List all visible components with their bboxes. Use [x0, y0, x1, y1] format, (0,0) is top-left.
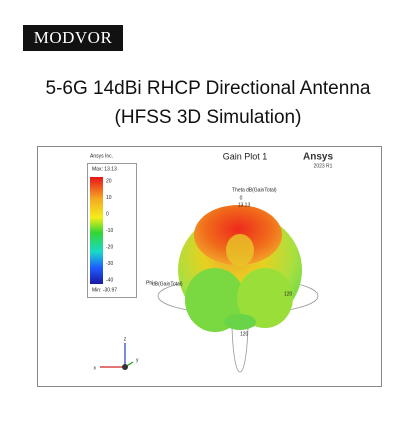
color-bar — [90, 177, 103, 284]
version: 2023 R1 — [314, 163, 333, 169]
legend-tick: 0 — [106, 211, 109, 217]
brand: Ansys — [303, 152, 333, 163]
legend-tick: -40 — [106, 277, 113, 283]
legend-min: Min: -30.97 — [92, 287, 117, 293]
legend-tick: -20 — [106, 244, 113, 250]
legend-tick: -30 — [106, 261, 113, 267]
legend-tick: 10 — [106, 195, 112, 201]
title-line1: 5-6G 14dBi RHCP Directional Antenna — [46, 78, 371, 99]
y-label: y — [136, 357, 139, 363]
plot-title: Gain Plot 1 — [223, 151, 268, 161]
peak-label: 13.13 — [238, 202, 251, 208]
vendor: Ansys Inc. — [90, 153, 113, 159]
lobe — [237, 268, 293, 328]
legend-tick: 20 — [106, 178, 112, 184]
theta-label: Theta — [232, 187, 245, 193]
z-label: z — [124, 336, 127, 342]
legend-tick: -10 — [106, 228, 113, 234]
legend-max: Max: 13.13 — [92, 166, 117, 172]
title-line2: (HFSS 3D Simulation) — [115, 107, 302, 128]
x-label: x — [94, 365, 97, 371]
lobe — [224, 314, 256, 330]
ring-label: 120 — [240, 331, 249, 337]
zero-label: 0 — [240, 195, 243, 201]
origin — [122, 364, 128, 370]
phi-label: Phi — [146, 280, 153, 286]
logo: MODVOR — [34, 28, 113, 47]
lobe-center — [226, 234, 254, 266]
phi-quantity-label: dB(GainTotal) — [152, 281, 183, 287]
logo-box — [23, 25, 123, 51]
quantity-label: dB(GainTotal) — [246, 187, 277, 193]
ring-label: 120 — [284, 291, 293, 297]
